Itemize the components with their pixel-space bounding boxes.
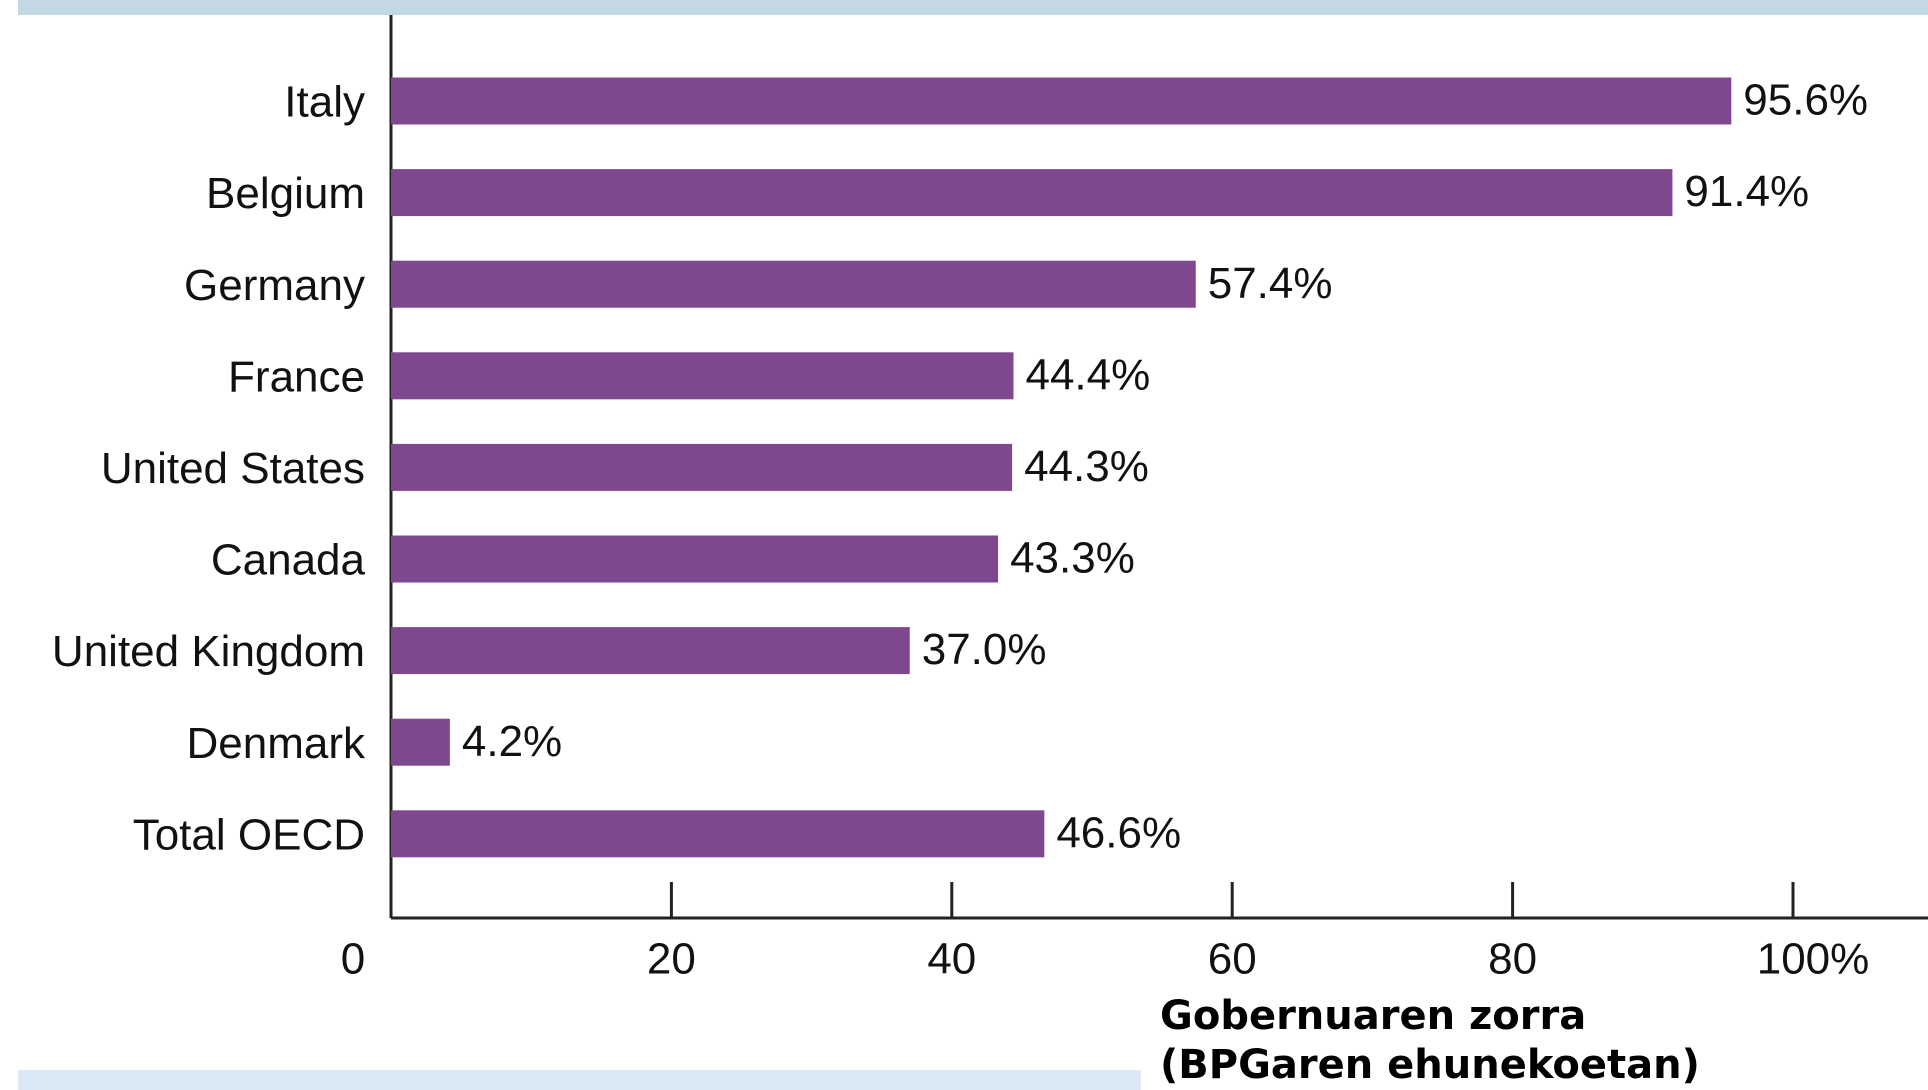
value-label: 44.4%	[1025, 350, 1150, 399]
x-tick-label: 100%	[1757, 935, 1870, 984]
value-label: 46.6%	[1056, 808, 1181, 857]
bar	[391, 77, 1732, 125]
category-label: United States	[101, 444, 365, 493]
value-label: 4.2%	[462, 717, 562, 766]
x-tick-label: 80	[1488, 935, 1537, 984]
bottom-band	[18, 1070, 1141, 1090]
bar	[391, 169, 1673, 217]
x-tick-label: 60	[1208, 935, 1257, 984]
value-label: 43.3%	[1010, 534, 1135, 583]
category-label: Germany	[184, 261, 365, 310]
top-band	[18, 0, 1928, 15]
category-label: United Kingdom	[52, 627, 365, 676]
value-label: 37.0%	[922, 625, 1047, 674]
x-tick-label: 20	[647, 935, 696, 984]
bar	[391, 352, 1014, 400]
category-label: Italy	[284, 78, 365, 127]
category-label: Canada	[211, 536, 366, 585]
category-label: Denmark	[187, 719, 366, 768]
bar	[391, 443, 1013, 491]
category-label: Belgium	[206, 169, 365, 218]
category-label: France	[228, 352, 365, 401]
x-axis-label: Gobernuaren zorra (BPGaren ehunekoetan)	[1160, 993, 1700, 1088]
value-label: 95.6%	[1743, 76, 1868, 125]
value-label: 91.4%	[1684, 167, 1809, 216]
bar	[391, 535, 999, 583]
value-label: 44.3%	[1024, 442, 1149, 491]
category-label: Total OECD	[133, 810, 365, 859]
bar	[391, 810, 1045, 858]
x-tick-label: 0	[341, 935, 365, 984]
bar	[391, 718, 450, 766]
value-label: 57.4%	[1208, 259, 1333, 308]
bar	[391, 627, 910, 675]
bar	[391, 260, 1196, 308]
x-tick-label: 40	[927, 935, 976, 984]
